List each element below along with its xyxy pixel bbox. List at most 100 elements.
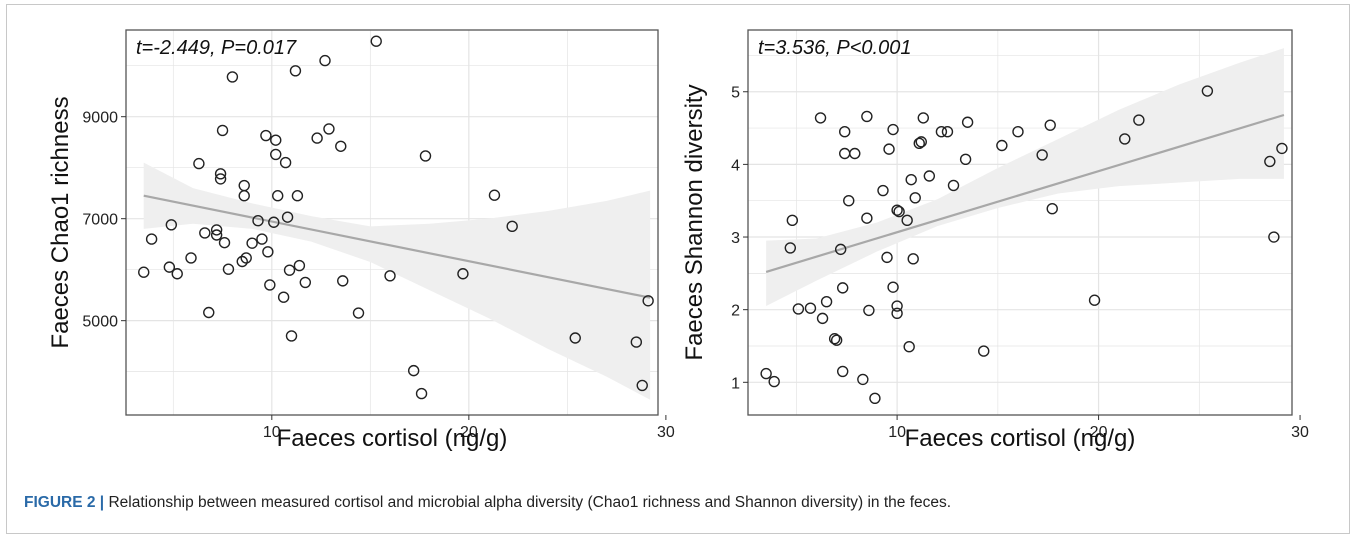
data-point [252,215,264,227]
data-point [138,266,150,278]
data-point [947,179,960,192]
confidence-band [766,48,1284,307]
x-axis-title: Faeces cortisol (ng/g) [905,425,1136,452]
y-tick-label: 4 [731,157,740,174]
data-point [370,35,382,47]
figure-caption: FIGURE 2 | Relationship between measured… [24,494,1324,512]
data-point [768,375,780,388]
data-point [270,148,282,161]
data-point [869,392,881,404]
data-point [814,112,827,124]
data-point [893,205,905,218]
data-point [384,270,396,282]
data-point [881,251,893,264]
data-point [289,65,302,77]
data-point [917,112,929,124]
data-point [935,125,948,138]
data-point [784,242,797,254]
regression-line [765,113,1285,273]
data-point [319,54,331,67]
data-point [959,153,972,166]
y-tick-label: 9000 [82,110,118,127]
data-point [915,136,927,148]
data-point [863,304,875,317]
data-point [210,229,223,241]
data-point [909,192,921,204]
data-point [804,302,817,314]
y-axis-title: Faeces Chao1 richness [47,96,74,348]
x-tick-label: 20 [1090,424,1108,441]
data-point [877,184,889,197]
data-point [1268,231,1280,243]
data-point [905,173,917,186]
data-point [883,143,895,155]
data-point [270,134,282,146]
data-point [1046,202,1058,215]
x-tick-label: 20 [460,424,478,441]
x-tick-label: 30 [657,424,675,441]
x-tick-label: 10 [888,424,906,441]
data-point [279,156,292,169]
data-point [1276,142,1288,155]
data-point [891,307,903,320]
data-point [913,137,925,150]
data-point [238,190,250,202]
data-point [816,312,829,325]
y-tick-label: 5000 [82,314,118,331]
panel-1: 10 20 30 5000 7000 9000 Faeces cortisol (ng/g)… [47,29,675,452]
data-point [260,129,272,142]
data-point [145,233,158,245]
data-point [222,263,235,275]
data-point [214,168,227,180]
caption-label: FIGURE 2 | [24,494,105,511]
data-point [193,157,205,170]
x-tick-label: 10 [263,424,281,441]
data-point [185,252,197,264]
data-point [760,367,772,380]
data-point [891,300,903,312]
data-point [291,190,304,202]
data-point [569,332,581,344]
data-point [978,345,990,357]
data-point [1201,85,1214,97]
data-point [171,268,183,280]
data-point [1036,149,1048,161]
data-point [1264,155,1276,168]
data-point [830,334,843,346]
data-point [839,125,851,138]
data-point [210,224,223,236]
data-point [836,282,849,294]
data-point [887,123,899,136]
data-point [636,379,648,392]
data-point [857,373,869,386]
data-point [488,189,501,201]
data-point [849,147,861,160]
data-point [861,110,873,123]
data-point [226,71,239,83]
data-point [961,116,974,128]
data-point [218,236,231,249]
data-point [996,139,1008,152]
data-point [199,227,211,239]
data-point [820,295,833,308]
data-point [299,276,312,289]
data-point [1044,119,1056,131]
data-point [1012,125,1024,138]
regression-line [143,194,651,299]
y-tick-label: 1 [731,375,740,392]
data-point [457,268,469,280]
data-point [293,259,306,272]
data-point [1088,294,1101,306]
data-point [352,307,365,319]
data-point [861,212,873,224]
data-point [165,219,178,231]
data-point [923,170,936,182]
data-point [277,291,290,303]
data-point [415,387,428,400]
y-tick-label: 7000 [82,212,118,229]
data-point [903,341,915,353]
y-tick-label: 5 [731,85,740,102]
x-axis-title: Faeces cortisol (ng/g) [277,425,508,452]
data-point [642,295,654,307]
